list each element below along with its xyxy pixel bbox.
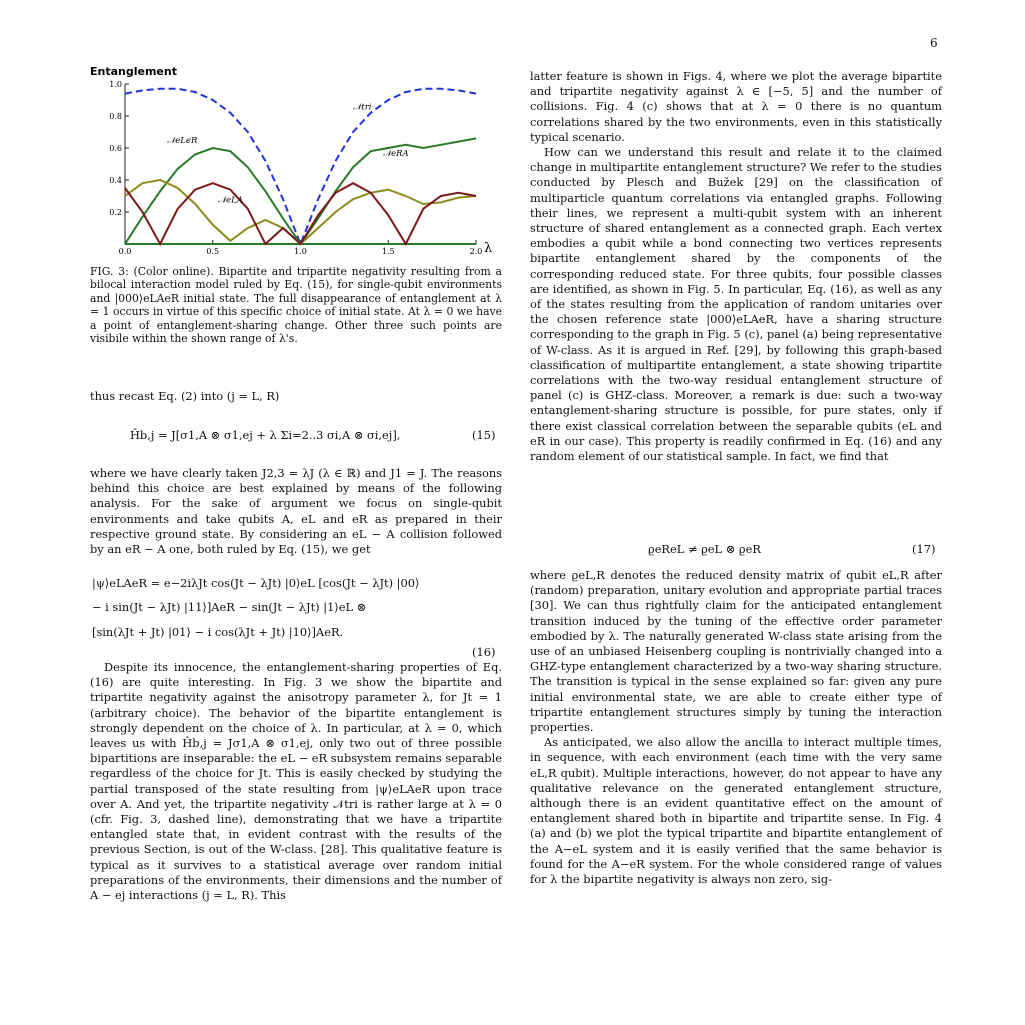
equation-16-number: (16) xyxy=(472,645,496,659)
page-number: 6 xyxy=(930,36,938,50)
series-line-3 xyxy=(124,178,477,246)
equation-17: ϱeReL ≠ ϱeL ⊗ ϱeR xyxy=(648,542,761,556)
equation-16-line-3: [sin(λJt + Jt) |01⟩ − i cos(λJt + Jt) |1… xyxy=(92,625,344,639)
x-tick-label: 0.5 xyxy=(206,247,219,256)
x-axis-label: λ xyxy=(484,241,492,256)
right-paragraph-2: How can we understand this result and re… xyxy=(530,145,942,464)
figure-3: Entanglement 0.0 0.5 1.0 1.5 2.0 λ 0.2 0.4 0.6 0.8… xyxy=(88,64,506,260)
right-paragraph-3: where ϱeL,R denotes the reduced density … xyxy=(530,568,942,735)
y-tick-label: 0.8 xyxy=(109,112,122,121)
equation-15-number: (15) xyxy=(472,428,496,442)
right-paragraph-1: latter feature is shown in Figs. 4, wher… xyxy=(530,69,942,144)
x-tick-label: 1.5 xyxy=(382,247,395,256)
left-paragraph-1: thus recast Eq. (2) into (j = L, R) xyxy=(90,389,280,403)
series-line-0 xyxy=(124,87,477,247)
y-tick-label: 0.4 xyxy=(109,176,122,185)
y-tick-label: 1.0 xyxy=(109,80,122,89)
chart-title: Entanglement xyxy=(90,65,177,78)
series-line-2 xyxy=(125,137,477,245)
curve-label-neLA: 𝒩eLA xyxy=(218,195,243,205)
equation-16-line-1: |ψ⟩eLAeR = e−2iλJt cos(Jt − λJt) |0⟩eL [… xyxy=(92,576,420,590)
right-paragraph-4: As anticipated, we also allow the ancill… xyxy=(530,735,942,887)
entanglement-chart: Entanglement 0.0 0.5 1.0 1.5 2.0 λ 0.2 0.4 0.6 0.8… xyxy=(90,65,492,256)
x-tick-label: 1.0 xyxy=(294,247,307,256)
equation-17-number: (17) xyxy=(912,542,936,556)
series-line-4 xyxy=(124,182,477,247)
y-tick-label: 0.2 xyxy=(109,208,122,217)
curve-label-nelER: 𝒩eLeR xyxy=(167,136,198,146)
equation-16-line-2: − i sin(Jt − λJt) |11⟩]AeR − sin(Jt − λJ… xyxy=(92,600,367,614)
curve-label-neRA: 𝒩eRA xyxy=(383,149,409,159)
series-line-1 xyxy=(124,146,476,245)
x-tick-label: 0.0 xyxy=(119,247,132,256)
left-paragraph-2: where we have clearly taken J2,3 = λJ (λ… xyxy=(90,466,502,557)
figure-caption: FIG. 3: (Color online). Bipartite and tr… xyxy=(90,265,502,346)
right-column-lower: where ϱeL,R denotes the reduced density … xyxy=(530,568,942,887)
curve-label-ntri: 𝒩tri xyxy=(353,103,372,113)
equation-15: Ĥb,j = J[σ1,A ⊗ σ1,ej + λ Σi=2..3 σi,A ⊗… xyxy=(130,428,401,442)
right-column: latter feature is shown in Figs. 4, wher… xyxy=(530,69,942,464)
y-tick-label: 0.6 xyxy=(109,144,122,153)
x-tick-label: 2.0 xyxy=(470,247,483,256)
left-paragraph-3: Despite its innocence, the entanglement-… xyxy=(90,660,502,903)
